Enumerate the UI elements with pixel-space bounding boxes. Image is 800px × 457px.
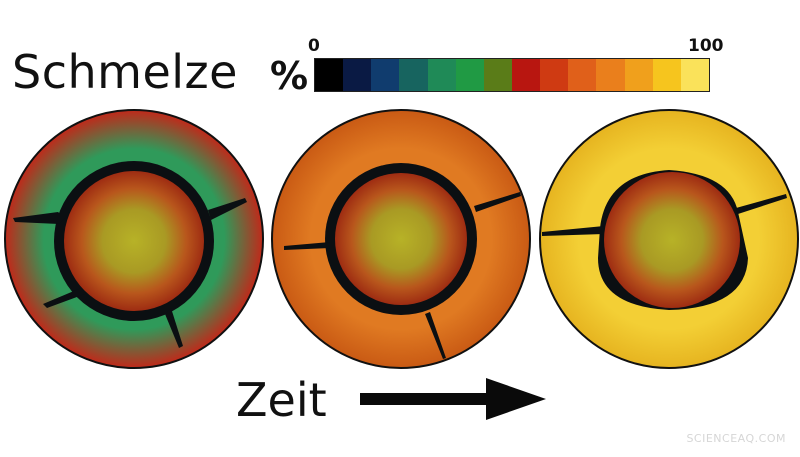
crack-right — [474, 192, 521, 212]
crack-right — [208, 198, 247, 220]
colorbar-segment — [652, 59, 681, 91]
colorbar-segment — [427, 59, 456, 91]
colorbar-segment — [540, 59, 569, 91]
colorbar-segment — [483, 59, 512, 91]
colorbar — [314, 58, 710, 92]
colorbar-min-label: 0 — [308, 36, 320, 56]
colorbar-segment — [343, 59, 372, 91]
watermark: SCIENCEAQ.COM — [686, 432, 786, 445]
inner-core — [64, 171, 204, 311]
colorbar-segment — [315, 59, 344, 91]
colorbar-segment — [399, 59, 428, 91]
crack-right — [736, 194, 787, 214]
colorbar-segment — [371, 59, 400, 91]
colorbar-segment — [596, 59, 625, 91]
crack-left — [13, 212, 65, 224]
crack-lower-left — [43, 288, 85, 308]
inner-core — [604, 172, 740, 308]
crack-lower — [425, 312, 446, 359]
colorbar-segment — [455, 59, 484, 91]
colorbar-segment — [624, 59, 653, 91]
crack-lower-right — [165, 308, 183, 348]
colorbar-segment — [568, 59, 597, 91]
colorbar-segment — [680, 59, 709, 91]
crack-left — [542, 226, 604, 236]
time-axis-label: Zeit — [236, 373, 327, 427]
melt-disk-middle — [271, 109, 531, 369]
time-arrow-icon — [360, 378, 546, 420]
colorbar-max-label: 100 — [688, 36, 724, 56]
melt-disk-late — [539, 109, 799, 369]
legend-title: Schmelze — [12, 45, 238, 99]
colorbar-segment — [511, 59, 541, 91]
crack-left — [284, 242, 330, 250]
legend-unit: % — [270, 54, 309, 98]
melt-disk-early — [4, 109, 264, 369]
inner-core — [335, 173, 467, 305]
